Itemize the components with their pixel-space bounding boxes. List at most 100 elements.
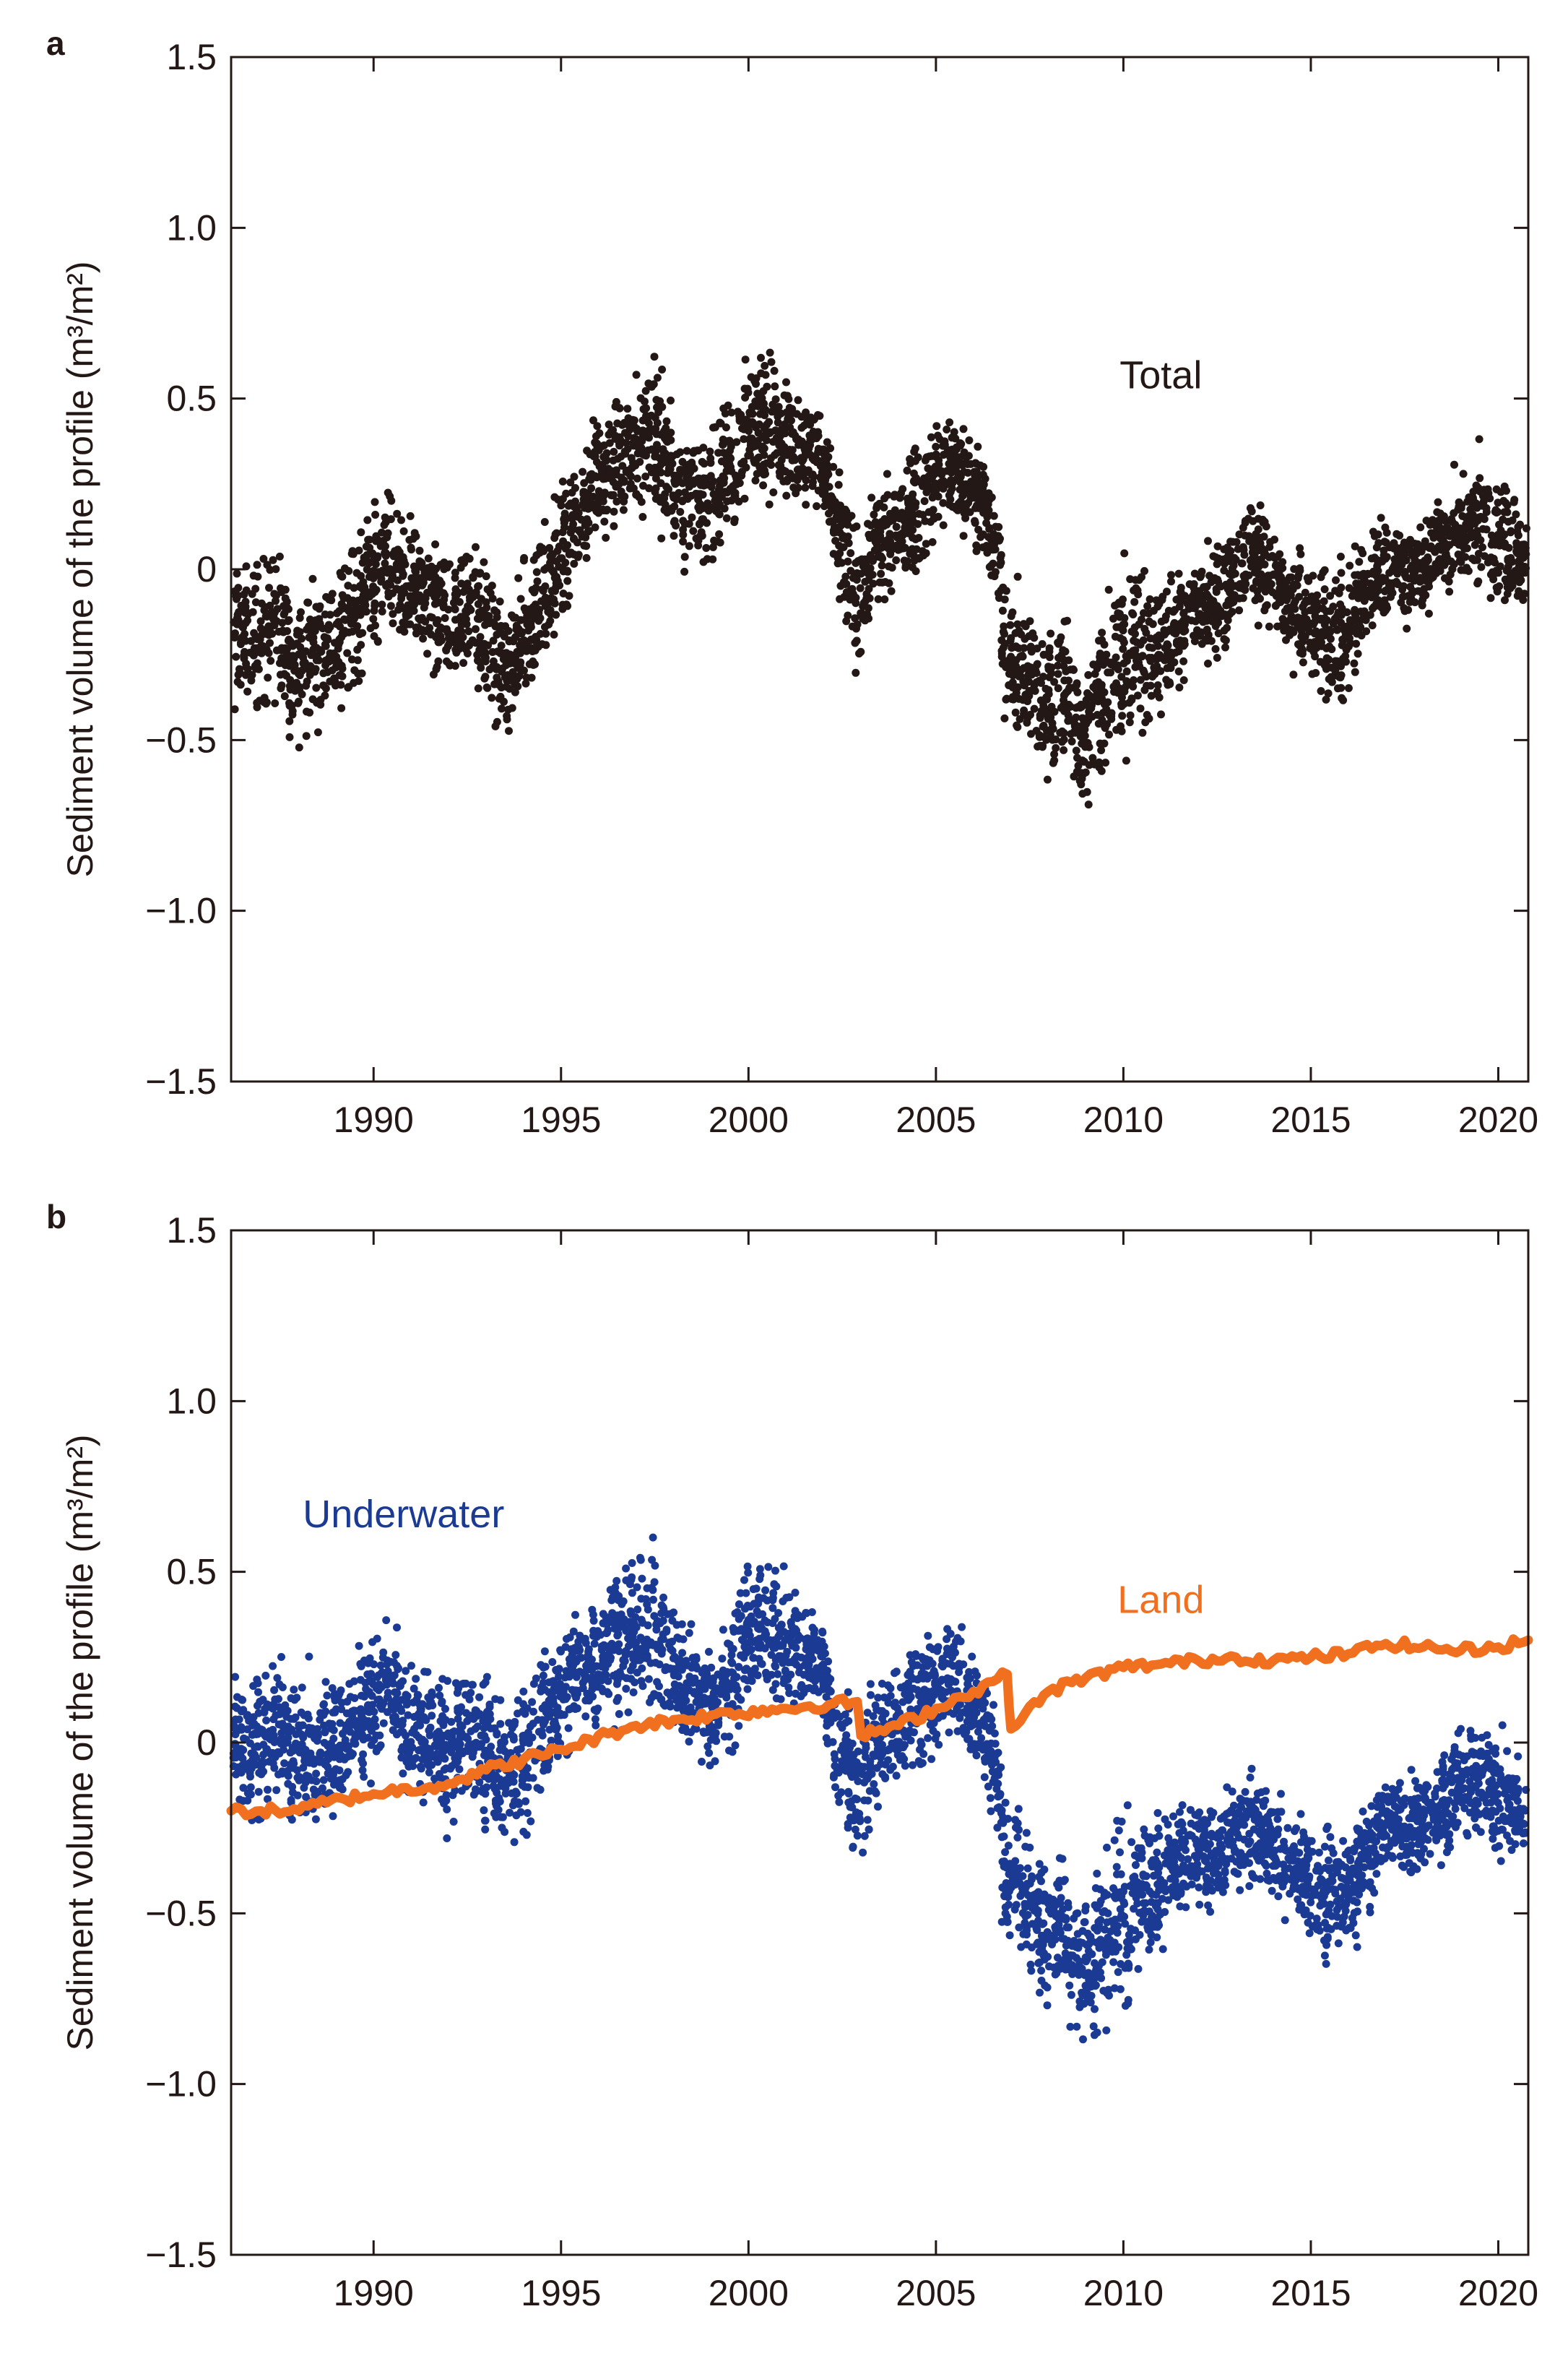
total-point: [1083, 738, 1092, 747]
total-point: [735, 479, 744, 488]
total-point: [542, 629, 550, 638]
total-point: [766, 348, 774, 357]
total-point: [1368, 621, 1377, 630]
total-point: [424, 554, 433, 563]
total-point: [1395, 564, 1403, 573]
total-point: [740, 494, 749, 503]
underwater-point: [513, 1745, 521, 1754]
total-point: [740, 384, 749, 393]
total-point: [1138, 616, 1145, 624]
total-point: [715, 530, 724, 538]
underwater-point: [417, 1764, 425, 1773]
total-point: [384, 592, 393, 601]
total-point: [885, 530, 894, 538]
underwater-point: [397, 1706, 406, 1715]
total-point: [1064, 717, 1073, 725]
total-point: [1007, 652, 1015, 661]
underwater-point: [511, 1787, 520, 1796]
total-point: [1275, 573, 1284, 582]
total-point: [1394, 580, 1402, 589]
total-point: [435, 638, 443, 647]
total-point: [915, 478, 924, 486]
total-point: [645, 484, 653, 493]
total-point: [419, 634, 428, 643]
total-point: [1494, 508, 1502, 517]
total-point: [869, 579, 878, 588]
total-point: [761, 466, 768, 475]
underwater-point: [407, 1662, 415, 1670]
total-point: [1299, 658, 1307, 667]
total-point: [552, 575, 560, 584]
total-point: [1244, 514, 1252, 523]
total-point: [474, 582, 482, 591]
total-point: [285, 662, 294, 670]
total-point: [1145, 595, 1154, 603]
total-point: [571, 484, 579, 492]
total-point: [550, 630, 558, 639]
total-point: [251, 665, 260, 673]
total-point: [1324, 689, 1333, 698]
total-point: [651, 451, 660, 459]
total-point: [1096, 657, 1104, 666]
total-point: [661, 434, 669, 443]
total-point: [1179, 657, 1188, 665]
total-point: [1445, 587, 1454, 596]
total-point: [264, 649, 273, 657]
total-point: [1385, 543, 1394, 552]
total-point: [243, 687, 252, 696]
total-point: [927, 433, 935, 441]
underwater-point: [389, 1701, 397, 1710]
total-point: [241, 630, 249, 638]
total-point: [482, 572, 490, 581]
total-point: [597, 466, 606, 475]
total-point: [1095, 763, 1104, 772]
total-point: [1106, 709, 1114, 717]
underwater-point: [524, 1735, 532, 1743]
total-point: [1123, 657, 1131, 665]
total-point: [480, 674, 489, 683]
total-point: [399, 604, 408, 613]
total-point: [782, 491, 791, 500]
total-point: [699, 558, 708, 566]
total-point: [1495, 582, 1504, 590]
total-point: [824, 493, 833, 501]
total-point: [989, 512, 998, 520]
total-point: [411, 566, 420, 575]
underwater-point: [250, 1719, 259, 1728]
underwater-point: [254, 1787, 263, 1796]
total-point: [386, 492, 394, 501]
total-point: [698, 491, 707, 499]
total-point: [312, 656, 321, 665]
total-point: [683, 474, 691, 483]
total-point: [1195, 587, 1204, 595]
total-point: [1073, 688, 1082, 696]
total-point: [1353, 649, 1362, 658]
underwater-point: [326, 1739, 335, 1748]
total-point: [802, 501, 810, 509]
total-point: [844, 557, 852, 566]
underwater-point: [510, 1771, 519, 1779]
total-point: [1026, 617, 1034, 626]
total-point: [653, 374, 662, 382]
underwater-point: [269, 1704, 277, 1713]
total-point: [585, 527, 594, 535]
total-point: [1337, 683, 1346, 692]
total-point: [285, 733, 294, 741]
total-point: [1439, 512, 1448, 521]
total-point: [464, 586, 472, 595]
total-point: [688, 479, 697, 487]
total-point: [537, 546, 545, 555]
total-point: [549, 550, 557, 558]
underwater-point: [382, 1616, 391, 1625]
total-point: [623, 466, 631, 475]
y-tick-label: −0.5: [145, 720, 217, 760]
total-point: [983, 548, 992, 557]
total-point: [1143, 602, 1152, 610]
underwater-point: [391, 1718, 399, 1727]
underwater-point: [305, 1652, 313, 1661]
total-point: [965, 436, 974, 444]
total-point: [961, 514, 970, 522]
total-point: [529, 556, 538, 564]
underwater-point: [327, 1767, 335, 1776]
underwater-point: [509, 1735, 518, 1744]
